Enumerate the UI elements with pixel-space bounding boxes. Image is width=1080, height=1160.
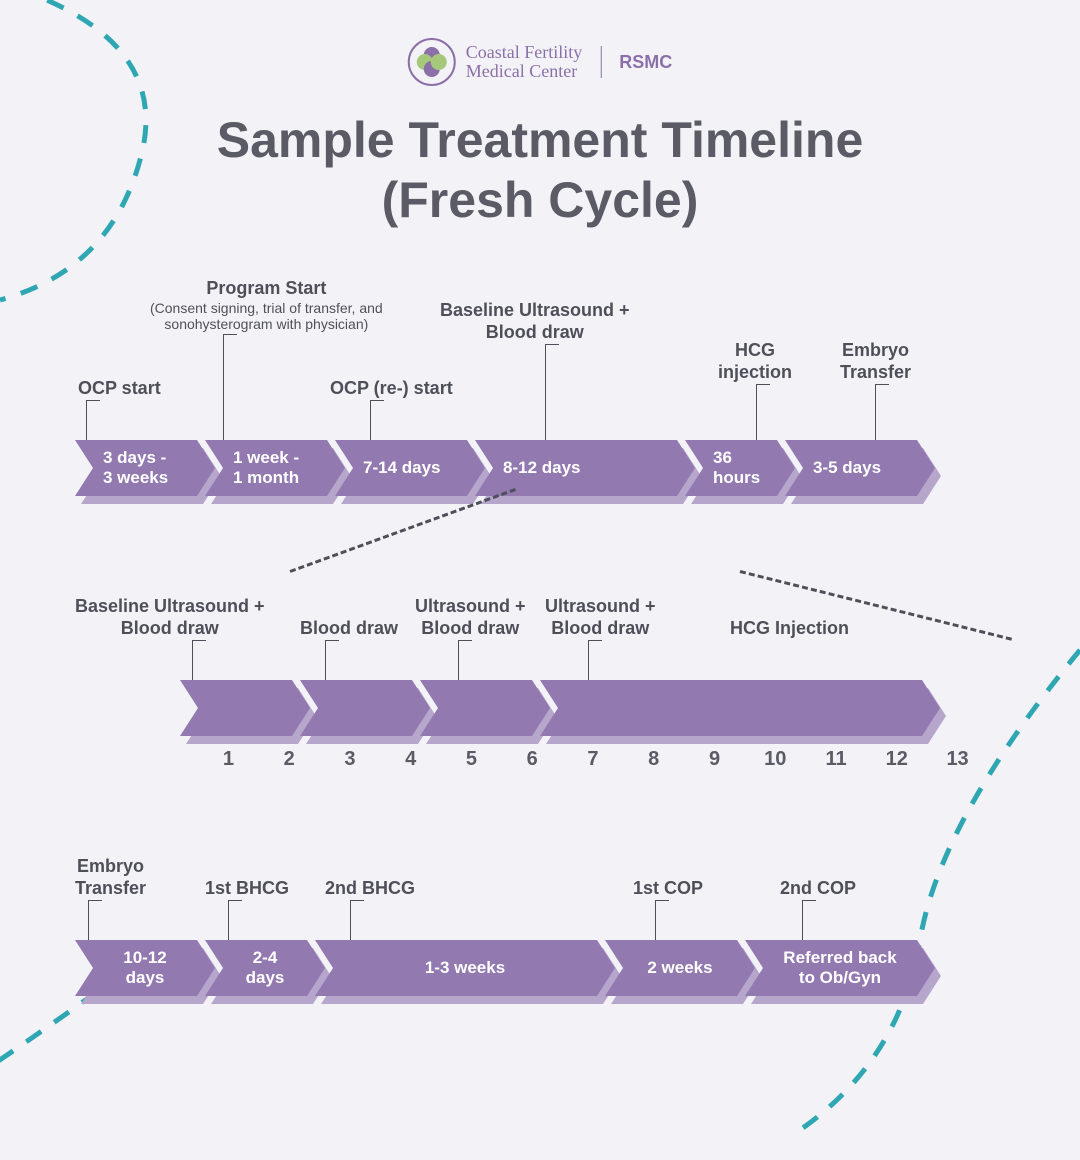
chevron-segment: 3-5 days	[785, 440, 935, 496]
chevron-segment	[420, 680, 550, 736]
chevron-segment: 3 days - 3 weeks	[75, 440, 215, 496]
callout-label: OCP start	[78, 378, 161, 400]
chevron-segment: 36 hours	[685, 440, 795, 496]
callout-pointer	[370, 400, 371, 440]
chevron-segment: 7-14 days	[335, 440, 485, 496]
callout-pointer	[655, 900, 656, 940]
callout-pointer	[802, 900, 803, 940]
callout-pointer	[756, 384, 757, 440]
callout-label: Embryo Transfer	[75, 856, 146, 899]
callout-label: Embryo Transfer	[840, 340, 911, 383]
callout-pointer	[458, 640, 459, 680]
callout-pointer	[228, 900, 229, 940]
callout-label: Ultrasound + Blood draw	[415, 596, 526, 639]
chevron-segment: 10-12 days	[75, 940, 215, 996]
page-title: Sample Treatment Timeline (Fresh Cycle)	[0, 110, 1080, 230]
callout-label: HCG injection	[718, 340, 792, 383]
logo-icon	[408, 38, 456, 86]
callout-pointer	[86, 400, 87, 440]
callout-label: 1st COP	[633, 878, 703, 900]
logo-tag: RSMC	[619, 52, 672, 73]
chevron-segment: Referred back to Ob/Gyn	[745, 940, 935, 996]
callout-label: HCG Injection	[730, 618, 849, 640]
callout-label: Baseline Ultrasound + Blood draw	[75, 596, 265, 639]
callout-pointer	[325, 640, 326, 680]
callout-pointer	[88, 900, 89, 940]
chevron-segment	[180, 680, 310, 736]
chevron-segment	[300, 680, 430, 736]
chevron-segment: 1 week - 1 month	[205, 440, 345, 496]
callout-pointer	[875, 384, 876, 440]
chevron-segment: 8-12 days	[475, 440, 695, 496]
callout-label: Program Start(Consent signing, trial of …	[150, 278, 383, 333]
callout-pointer	[223, 334, 224, 440]
callout-label: Baseline Ultrasound + Blood draw	[440, 300, 630, 343]
day-numbers: 12345678910111213	[198, 748, 988, 771]
chevron-segment: 2 weeks	[605, 940, 755, 996]
chevron-segment: 1-3 weeks	[315, 940, 615, 996]
callout-label: OCP (re-) start	[330, 378, 453, 400]
callout-pointer	[545, 344, 546, 440]
chevron-segment: 2-4 days	[205, 940, 325, 996]
logo-text: Coastal Fertility Medical Center	[466, 43, 583, 81]
callout-pointer	[350, 900, 351, 940]
callout-label: Ultrasound + Blood draw	[545, 596, 656, 639]
callout-pointer	[588, 640, 589, 680]
chevron-segment	[540, 680, 940, 736]
callout-label: Blood draw	[300, 618, 398, 640]
callout-label: 1st BHCG	[205, 878, 289, 900]
logo: Coastal Fertility Medical Center RSMC	[408, 38, 673, 86]
callout-label: 2nd COP	[780, 878, 856, 900]
callout-label: 2nd BHCG	[325, 878, 415, 900]
callout-pointer	[192, 640, 193, 680]
